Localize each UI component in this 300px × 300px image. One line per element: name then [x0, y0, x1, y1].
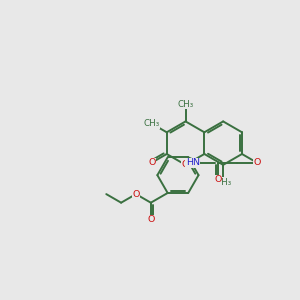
- Text: O: O: [132, 190, 140, 199]
- Text: CH₃: CH₃: [215, 178, 231, 187]
- Text: O: O: [253, 158, 260, 167]
- Text: CH₃: CH₃: [177, 100, 194, 109]
- Text: O: O: [148, 158, 156, 167]
- Text: O: O: [214, 175, 222, 184]
- Text: HN: HN: [186, 158, 200, 167]
- Text: O: O: [182, 160, 189, 169]
- Text: O: O: [147, 215, 154, 224]
- Text: CH₃: CH₃: [144, 119, 160, 128]
